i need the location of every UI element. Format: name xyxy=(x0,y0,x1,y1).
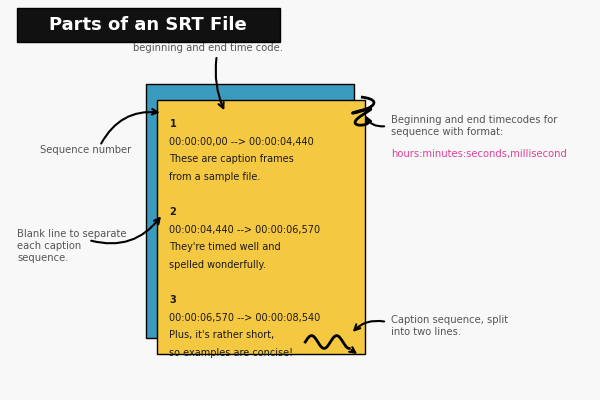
Text: 00:00:04,440 --> 00:00:06,570: 00:00:04,440 --> 00:00:06,570 xyxy=(169,225,320,235)
Text: 2: 2 xyxy=(169,207,176,217)
Text: Two hash arrow to separate
beginning and end time code.: Two hash arrow to separate beginning and… xyxy=(133,31,283,53)
Text: Parts of an SRT File: Parts of an SRT File xyxy=(49,16,247,34)
Text: Sequence number: Sequence number xyxy=(40,145,131,155)
Text: from a sample file.: from a sample file. xyxy=(169,172,261,182)
FancyBboxPatch shape xyxy=(17,8,280,42)
FancyBboxPatch shape xyxy=(157,100,365,354)
FancyBboxPatch shape xyxy=(146,84,354,338)
Text: 00:00:00,00 --> 00:00:04,440: 00:00:00,00 --> 00:00:04,440 xyxy=(169,137,314,147)
Text: hours:minutes:seconds,millisecond: hours:minutes:seconds,millisecond xyxy=(391,149,567,159)
Text: Blank line to separate
each caption
sequence.: Blank line to separate each caption sequ… xyxy=(17,230,127,262)
Text: 00:00:06,570 --> 00:00:08,540: 00:00:06,570 --> 00:00:08,540 xyxy=(169,313,321,323)
Text: 3: 3 xyxy=(169,295,176,305)
Text: 1: 1 xyxy=(169,119,176,129)
Text: Plus, it's rather short,: Plus, it's rather short, xyxy=(169,330,275,340)
Text: These are caption frames: These are caption frames xyxy=(169,154,294,164)
Text: so examples are concise!: so examples are concise! xyxy=(169,348,293,358)
Text: They're timed well and: They're timed well and xyxy=(169,242,281,252)
Text: spelled wonderfully.: spelled wonderfully. xyxy=(169,260,266,270)
Text: Beginning and end timecodes for
sequence with format:: Beginning and end timecodes for sequence… xyxy=(391,115,557,137)
Text: Caption sequence, split
into two lines.: Caption sequence, split into two lines. xyxy=(391,315,508,337)
